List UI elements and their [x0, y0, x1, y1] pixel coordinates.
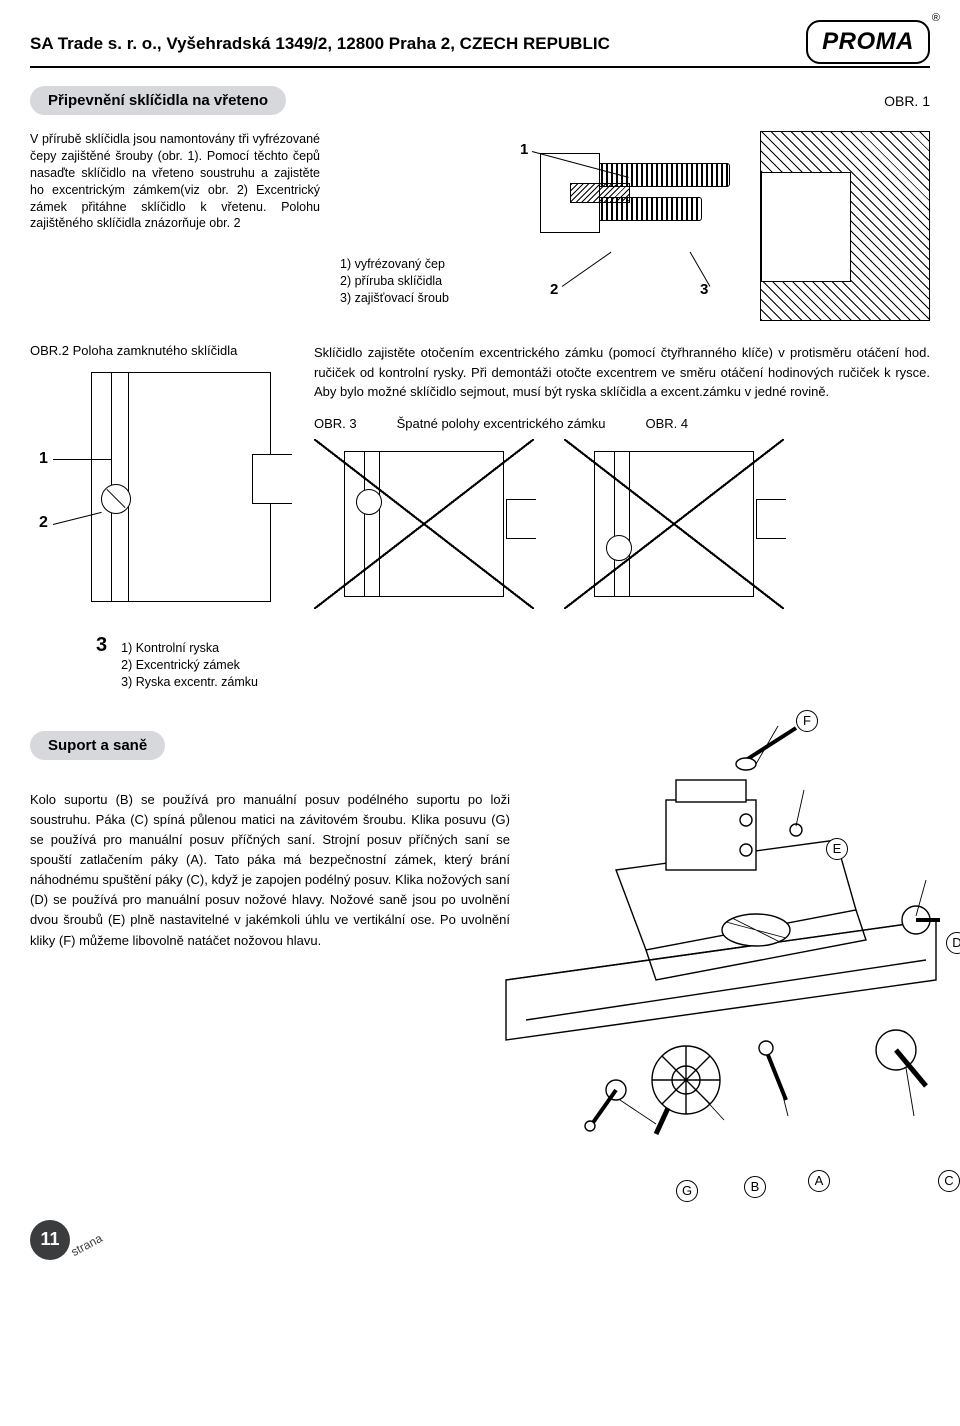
label-E: E [826, 838, 848, 860]
legend-item: 3) Ryska excentr. zámku [121, 674, 258, 691]
callout-2: 2 [39, 514, 48, 532]
milled-pin [570, 183, 630, 203]
legend-3: 1) Kontrolní ryska 2) Excentrický zámek … [121, 640, 258, 691]
leader-line [53, 459, 111, 460]
cross-out-icon [564, 439, 784, 609]
legend-item: 1) vyfrézovaný čep [340, 256, 490, 273]
section2-paragraph: Sklíčidlo zajistěte otočením excentrické… [314, 343, 930, 402]
legend-item: 1) Kontrolní ryska [121, 640, 258, 657]
section1-title: Připevnění sklíčidla na vřeteno [30, 86, 286, 115]
obr1-label: OBR. 1 [884, 93, 930, 109]
brand-logo: PROMA [806, 20, 930, 64]
section3-body: Kolo suportu (B) se používá pro manuální… [30, 790, 930, 1190]
section1-body: V přírubě sklíčidla jsou namontovány tři… [30, 131, 930, 321]
label-C: C [938, 1170, 960, 1192]
page-strana-label: strana [69, 1231, 105, 1259]
label-D: D [946, 932, 960, 954]
brand-wrap: PROMA ® [806, 20, 930, 64]
brand-text: PROMA [822, 28, 914, 55]
callout-1: 1 [39, 450, 48, 468]
figures-3-4 [314, 439, 930, 609]
section2-right: Sklíčidlo zajistěte otočením excentrické… [314, 343, 930, 624]
figure-1-diagram: 1 2 3 [510, 131, 930, 321]
leader-line [562, 252, 612, 287]
label-G: G [676, 1180, 698, 1202]
figure-4 [564, 439, 784, 609]
callout-3: 3 [96, 634, 107, 657]
obr4-label: OBR. 4 [645, 416, 688, 431]
wall-cutout [761, 172, 851, 282]
obr34-heading: OBR. 3 Špatné polohy excentrického zámku… [314, 416, 930, 431]
section1-heading-row: Připevnění sklíčidla na vřeteno OBR. 1 [30, 86, 930, 115]
company-line: SA Trade s. r. o., Vyšehradská 1349/2, 1… [30, 20, 610, 54]
callout-2: 2 [550, 281, 558, 298]
page-footer: 11 strana [30, 1220, 930, 1260]
figure-support: F E D A B C G [526, 790, 930, 1190]
lathe-carriage-diagram [496, 720, 960, 1190]
obr3-label: OBR. 3 [314, 416, 357, 431]
legend-item: 2) Excentrický zámek [121, 657, 258, 674]
label-B: B [744, 1176, 766, 1198]
section1-paragraph: V přírubě sklíčidla jsou namontovány tři… [30, 131, 320, 321]
label-F: F [796, 710, 818, 732]
section3-paragraph: Kolo suportu (B) se používá pro manuální… [30, 790, 510, 1190]
figure-2: 1 2 [30, 364, 290, 624]
section1-legend: 1) vyfrézovaný čep 2) příruba sklíčidla … [340, 256, 490, 321]
figure-1: 1 2 3 [510, 131, 930, 321]
section2-body: OBR.2 Poloha zamknutého sklíčidla 1 2 Sk… [30, 343, 930, 624]
figure2-callout3-row: 3 1) Kontrolní ryska 2) Excentrický záme… [96, 634, 930, 721]
hatched-wall [760, 131, 930, 321]
legend-item: 2) příruba sklíčidla [340, 273, 490, 290]
cross-out-icon [314, 439, 534, 609]
chuck-slot [252, 454, 292, 504]
obr34-mid: Špatné polohy excentrického zámku [397, 416, 606, 431]
obr2-label: OBR.2 Poloha zamknutého sklíčidla [30, 343, 290, 358]
label-A: A [808, 1170, 830, 1192]
callout-1: 1 [520, 141, 528, 158]
section3-title: Suport a saně [30, 731, 165, 760]
page-header: SA Trade s. r. o., Vyšehradská 1349/2, 1… [30, 20, 930, 68]
section3: Suport a saně Kolo suportu (B) se použív… [30, 731, 930, 1190]
figure-3 [314, 439, 534, 609]
figure2-column: OBR.2 Poloha zamknutého sklíčidla 1 2 [30, 343, 290, 624]
legend-item: 3) zajišťovací šroub [340, 290, 490, 307]
registered-icon: ® [932, 12, 940, 24]
page-number: 11 [30, 1220, 70, 1260]
